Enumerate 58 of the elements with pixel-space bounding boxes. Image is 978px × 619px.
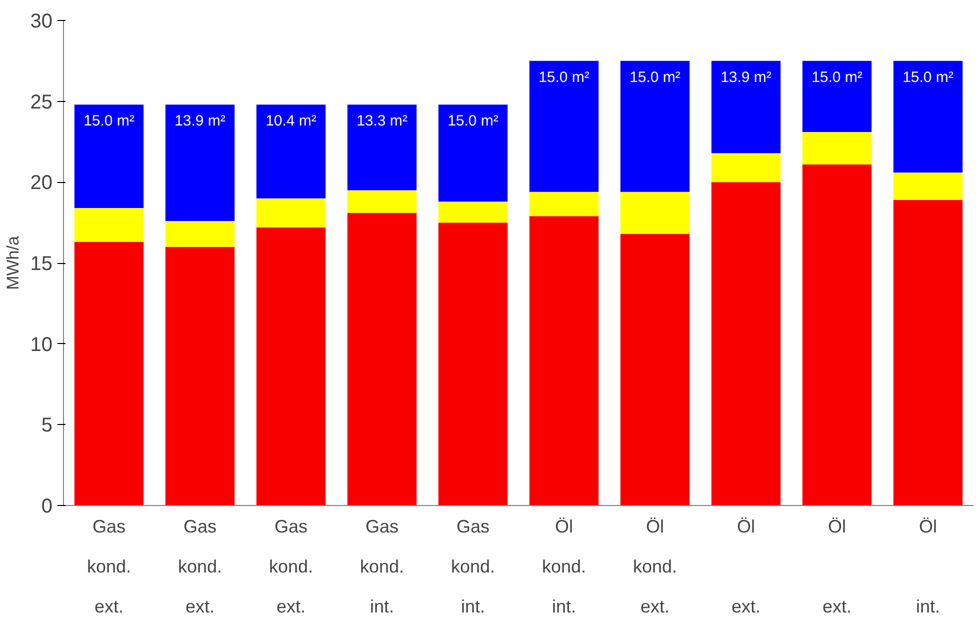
bar — [74, 104, 144, 208]
bar — [529, 60, 599, 192]
x-tick-label: Öl kond. ext. — [632, 516, 678, 616]
x-tick-label: Gas kond. ext. — [268, 516, 314, 616]
bar — [347, 190, 417, 213]
x-tick-label: Gas kond. int. — [360, 516, 404, 616]
bar — [347, 212, 417, 506]
annotation: 15.0 m² — [84, 112, 134, 130]
annotation: 15.0 m² — [902, 68, 954, 86]
bar — [256, 227, 326, 506]
bar — [347, 104, 417, 190]
category-label: Öl int. — [916, 516, 940, 616]
bar — [711, 60, 781, 154]
x-tick-label: Gas kond. int. — [450, 516, 496, 616]
annotation: 13.9 m² — [720, 68, 772, 86]
bar — [165, 104, 235, 221]
category-label: Öl ext. — [822, 516, 852, 616]
annotation: 15.0 m² — [538, 68, 590, 86]
bar — [165, 220, 235, 247]
bar — [893, 60, 963, 172]
bar — [438, 222, 508, 506]
bar — [711, 182, 781, 506]
bar — [256, 198, 326, 228]
annotation: 13.3 m² — [356, 112, 408, 130]
bar — [438, 104, 508, 202]
category-label: Öl ext. — [731, 516, 761, 616]
bar — [620, 192, 690, 234]
bar — [529, 216, 599, 506]
y-tick-label: 0 — [41, 496, 52, 518]
bar — [74, 208, 144, 242]
y-tick-label: 25 — [30, 91, 53, 114]
bar — [802, 60, 872, 132]
y-tick-label: 5 — [41, 414, 52, 437]
y-tick-label: 20 — [30, 172, 53, 194]
bar — [74, 242, 144, 506]
bar — [165, 246, 235, 506]
bar — [620, 234, 690, 506]
x-tick-label: Gas kond. ext. — [178, 516, 222, 616]
bar — [438, 202, 508, 223]
annotation: 15.0 m² — [448, 112, 498, 130]
annotation: 10.4 m² — [266, 112, 316, 130]
annotation: 15.0 m² — [630, 68, 680, 86]
y-axis-title: MWh/a — [3, 236, 22, 290]
x-tick-label: Öl kond. int. — [542, 516, 586, 616]
bar — [256, 104, 326, 198]
annotation: 15.0 m² — [812, 68, 862, 86]
bar — [620, 60, 690, 192]
bar — [802, 132, 872, 164]
bar — [893, 172, 963, 200]
x-tick-label: Gas kond. ext. — [86, 516, 132, 616]
annotation: 13.9 m² — [174, 112, 226, 130]
bar — [802, 164, 872, 506]
y-tick-label: 10 — [30, 334, 53, 356]
y-tick-label: 15 — [30, 253, 53, 275]
bar — [893, 200, 963, 506]
y-tick-label: 30 — [30, 10, 53, 32]
bar — [711, 153, 781, 182]
bar — [529, 192, 599, 216]
